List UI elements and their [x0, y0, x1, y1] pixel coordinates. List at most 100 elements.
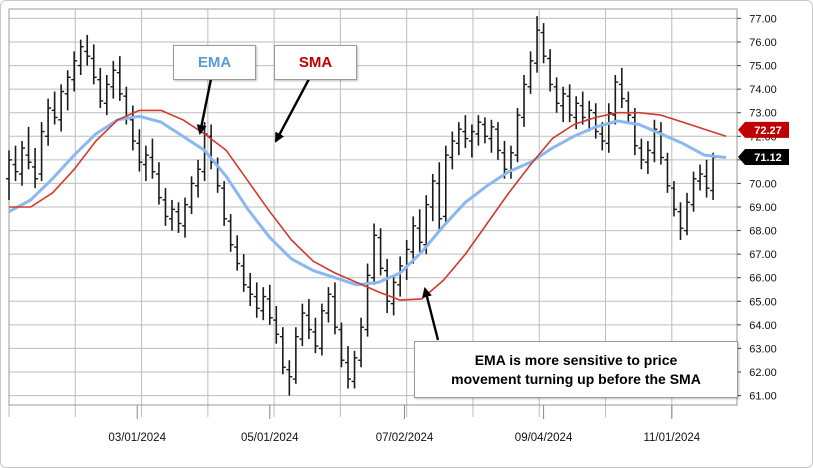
price-bar — [64, 70, 71, 111]
price-bar — [299, 303, 306, 347]
price-bar — [397, 256, 404, 297]
x-axis-ticks: 03/01/2024 05/01/2024 07/02/2024 09/04/2024… — [108, 405, 701, 444]
price-bar — [364, 263, 371, 337]
price-bar — [266, 284, 273, 325]
price-bar — [240, 254, 247, 292]
y-tick-label: 64.00 — [749, 320, 777, 332]
price-bar — [631, 108, 638, 156]
note-arrow — [422, 287, 440, 341]
y-tick-label: 73.00 — [749, 108, 777, 120]
price-bar — [455, 122, 462, 156]
y-tick-label: 65.00 — [749, 296, 777, 308]
price-bar — [110, 60, 117, 99]
price-bar — [358, 317, 365, 368]
value-tag-text: 71.12 — [754, 152, 782, 164]
price-bar — [149, 138, 156, 179]
price-bar — [442, 145, 449, 224]
price-bar — [553, 77, 560, 113]
y-tick-label: 76.00 — [749, 37, 777, 49]
price-bar — [618, 67, 625, 108]
x-tick-label: 03/01/2024 — [108, 432, 166, 444]
price-bar — [45, 98, 52, 146]
price-bar — [195, 159, 202, 198]
price-bar — [481, 117, 488, 144]
price-bar — [657, 122, 664, 165]
value-tag: 71.12 — [738, 149, 789, 166]
price-bar — [227, 214, 234, 252]
price-bar — [292, 327, 299, 384]
price-bar — [534, 16, 541, 73]
price-bar — [84, 34, 91, 66]
price-bar — [286, 360, 293, 396]
price-bar — [279, 327, 286, 375]
y-tick-label: 61.00 — [749, 391, 777, 403]
price-bar — [592, 103, 599, 139]
price-bar — [403, 240, 410, 281]
price-bar — [436, 162, 443, 231]
y-tick-label: 69.00 — [749, 202, 777, 214]
price-bar — [253, 282, 260, 318]
price-bar — [664, 152, 671, 193]
price-bar — [416, 209, 423, 252]
price-bar — [338, 322, 345, 368]
price-bar — [175, 202, 182, 233]
price-bar — [488, 119, 495, 153]
price-bar — [697, 164, 704, 191]
price-bar — [429, 174, 436, 222]
price-bar — [90, 44, 97, 85]
price-bar — [494, 122, 501, 160]
value-labels: 72.27 71.12 — [738, 121, 789, 166]
sma-line — [9, 109, 727, 301]
note-line-1: EMA is more sensitive to price — [474, 351, 678, 368]
ema-line — [8, 114, 727, 287]
y-tick-label: 77.00 — [749, 13, 777, 25]
value-tag-text: 72.27 — [754, 125, 782, 137]
price-bar — [58, 84, 65, 132]
x-tick-label: 07/02/2024 — [376, 432, 434, 444]
price-bar — [462, 115, 469, 149]
price-bar — [390, 275, 397, 316]
price-bar — [155, 162, 162, 205]
price-bar — [410, 216, 417, 264]
price-bars — [6, 16, 717, 396]
price-bar — [540, 23, 547, 64]
price-bar — [605, 103, 612, 153]
price-bar — [625, 91, 632, 123]
note-callout: EMA is more sensitive to price movement … — [414, 341, 738, 398]
price-bar — [566, 84, 573, 123]
price-bar — [97, 67, 104, 108]
price-bar — [116, 56, 123, 101]
price-bar — [449, 131, 456, 170]
price-bar — [351, 350, 358, 389]
price-bar — [32, 148, 39, 189]
price-bar — [684, 192, 691, 236]
price-bar — [38, 122, 45, 182]
price-bar — [182, 197, 189, 238]
price-bar — [51, 91, 58, 125]
price-bar — [345, 346, 352, 389]
price-bar — [331, 282, 338, 335]
x-tick-label: 11/01/2024 — [643, 432, 700, 444]
y-tick-label: 66.00 — [749, 273, 777, 285]
sma-callout-text: SMA — [298, 54, 333, 71]
sma-arrow — [274, 78, 311, 143]
price-bar — [305, 298, 312, 339]
price-bar — [507, 145, 514, 179]
price-bar — [12, 145, 19, 182]
price-bar — [234, 235, 241, 271]
value-tag: 72.27 — [738, 121, 789, 138]
price-bar — [690, 171, 697, 212]
price-bar — [670, 181, 677, 217]
price-bar — [247, 273, 254, 306]
y-tick-label: 67.00 — [749, 249, 777, 261]
price-bar — [547, 49, 554, 92]
price-bar — [514, 108, 521, 163]
ema-arrow — [196, 78, 213, 135]
y-tick-label: 75.00 — [749, 61, 777, 73]
price-bar — [586, 100, 593, 132]
price-bar — [142, 145, 149, 182]
x-tick-label: 05/01/2024 — [241, 432, 299, 444]
y-tick-label: 68.00 — [749, 226, 777, 238]
